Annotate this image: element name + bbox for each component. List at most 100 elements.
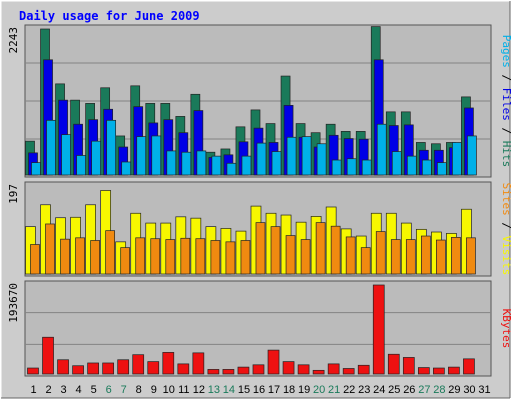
bar-sites-day-3 bbox=[60, 238, 70, 275]
x-tick-label: 30 bbox=[463, 384, 475, 396]
bar-kbytes-day-17 bbox=[267, 349, 280, 375]
x-tick-label: 12 bbox=[193, 384, 205, 396]
x-tick-label: 19 bbox=[298, 384, 310, 396]
bar-pages-day-26 bbox=[406, 155, 417, 176]
x-tick-label: 8 bbox=[136, 384, 142, 396]
panel-hits-files-pages: 2243 Pages / Files / Hits bbox=[7, 24, 512, 178]
y-max-label-hits-files-pages: 2243 bbox=[7, 27, 20, 54]
bar-pages-day-25 bbox=[391, 151, 402, 176]
bar-pages-day-11 bbox=[181, 151, 192, 176]
panel-visits-sites: 197 Sites / Visits bbox=[7, 181, 512, 277]
bar-pages-day-4 bbox=[76, 155, 86, 176]
bar-kbytes-day-13 bbox=[207, 369, 220, 375]
plot-area-kbytes bbox=[24, 280, 492, 377]
bar-sites-day-23 bbox=[360, 247, 371, 275]
x-tick-label: 15 bbox=[238, 384, 250, 396]
bar-pages-day-16 bbox=[256, 142, 267, 176]
bar-sites-day-6 bbox=[105, 230, 116, 275]
bar-sites-day-10 bbox=[165, 239, 176, 275]
side-label-kbytes: KBytes bbox=[500, 309, 512, 349]
bar-sites-day-16 bbox=[255, 222, 266, 275]
bar-kbytes-day-24 bbox=[372, 284, 385, 375]
bar-pages-day-13 bbox=[211, 155, 222, 176]
x-tick-label: 14 bbox=[223, 384, 235, 396]
bar-sites-day-12 bbox=[195, 238, 206, 275]
bar-kbytes-day-19 bbox=[297, 364, 310, 375]
x-tick-label: 21 bbox=[328, 384, 340, 396]
bar-pages-day-29 bbox=[452, 142, 462, 176]
side-label-pages: Pages bbox=[500, 35, 512, 68]
bar-sites-day-27 bbox=[420, 235, 431, 275]
side-label-files: Files bbox=[500, 88, 512, 121]
x-tick-label: 16 bbox=[253, 384, 265, 396]
bar-sites-day-2 bbox=[45, 223, 55, 275]
bar-kbytes-day-6 bbox=[102, 362, 115, 375]
bar-sites-day-1 bbox=[30, 244, 40, 275]
bar-pages-day-20 bbox=[316, 143, 327, 176]
bar-sites-day-7 bbox=[120, 247, 131, 275]
x-tick-label: 3 bbox=[61, 384, 67, 396]
side-label-sep: / bbox=[500, 216, 512, 236]
x-tick-label: 13 bbox=[208, 384, 220, 396]
bar-pages-day-5 bbox=[91, 140, 101, 176]
x-tick-label: 9 bbox=[151, 384, 157, 396]
bar-sites-day-26 bbox=[405, 239, 416, 275]
bar-sites-day-25 bbox=[390, 239, 401, 275]
bar-sites-day-19 bbox=[300, 239, 311, 275]
x-tick-label: 26 bbox=[403, 384, 415, 396]
x-tick-label: 23 bbox=[358, 384, 370, 396]
x-tick-label: 27 bbox=[418, 384, 430, 396]
bar-kbytes-day-22 bbox=[342, 368, 355, 375]
bar-pages-day-21 bbox=[331, 159, 342, 176]
bar-kbytes-day-23 bbox=[357, 364, 370, 375]
bar-sites-day-8 bbox=[135, 237, 146, 275]
bar-kbytes-day-2 bbox=[42, 336, 54, 375]
bar-sites-day-5 bbox=[90, 240, 100, 275]
bar-kbytes-day-1 bbox=[27, 367, 39, 375]
side-label-sep: / bbox=[500, 68, 512, 88]
bar-kbytes-day-8 bbox=[132, 354, 145, 375]
bar-kbytes-day-27 bbox=[417, 367, 430, 375]
bar-sites-day-21 bbox=[330, 225, 341, 275]
bar-sites-day-22 bbox=[345, 236, 356, 275]
panel-kbytes: 193670 KBytes bbox=[7, 280, 512, 377]
bar-pages-day-28 bbox=[437, 162, 447, 176]
bar-pages-day-3 bbox=[61, 134, 71, 176]
bar-pages-day-7 bbox=[121, 161, 132, 176]
bar-kbytes-day-18 bbox=[282, 361, 295, 375]
x-tick-label: 29 bbox=[448, 384, 460, 396]
side-label-visits: Visits bbox=[500, 236, 512, 276]
bar-kbytes-day-3 bbox=[57, 359, 69, 375]
bar-pages-day-8 bbox=[136, 136, 147, 176]
x-tick-label: 11 bbox=[178, 384, 189, 396]
bar-sites-day-4 bbox=[75, 237, 85, 275]
bar-kbytes-day-12 bbox=[192, 352, 205, 375]
x-tick-label: 1 bbox=[30, 384, 36, 396]
bar-kbytes-day-5 bbox=[87, 362, 99, 375]
panels-group: 2243 Pages / Files / Hits 197 Sites / Visit… bbox=[7, 24, 512, 377]
bar-pages-day-19 bbox=[301, 136, 312, 176]
chart-title: Daily usage for June 2009 bbox=[19, 9, 200, 23]
bar-kbytes-day-4 bbox=[72, 365, 84, 375]
side-label-hits-files-pages: Pages / Files / Hits bbox=[500, 35, 512, 168]
bar-kbytes-day-28 bbox=[433, 367, 445, 375]
x-tick-label: 20 bbox=[313, 384, 325, 396]
bar-pages-day-9 bbox=[151, 135, 162, 176]
bar-pages-day-10 bbox=[166, 150, 177, 176]
side-label-hits: Hits bbox=[500, 141, 512, 168]
bar-kbytes-day-7 bbox=[117, 359, 130, 375]
x-tick-label: 10 bbox=[163, 384, 175, 396]
bar-pages-day-15 bbox=[241, 155, 252, 176]
x-axis-labels: 1 2 3 4 5 6 7 8 9 10 11 12 13 14 15 16 17 18 19 20 21 22 23 24 2… bbox=[30, 384, 490, 396]
y-max-label-visits-sites: 197 bbox=[7, 184, 20, 204]
bar-kbytes-day-16 bbox=[252, 364, 265, 375]
bar-pages-day-1 bbox=[31, 162, 41, 176]
bar-kbytes-day-30 bbox=[463, 358, 475, 375]
bar-sites-day-29 bbox=[451, 237, 461, 275]
x-tick-label: 7 bbox=[121, 384, 127, 396]
bar-pages-day-30 bbox=[467, 135, 477, 176]
bar-kbytes-day-14 bbox=[222, 369, 235, 375]
bar-sites-day-24 bbox=[375, 231, 386, 275]
x-tick-label: 25 bbox=[388, 384, 400, 396]
